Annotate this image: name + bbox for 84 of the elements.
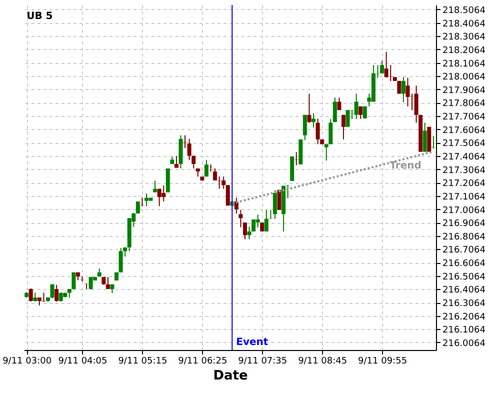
y-tick-label: 216.2064 (442, 312, 486, 322)
candlestick (401, 76, 406, 103)
y-tick-label: 217.2064 (442, 179, 486, 190)
candlestick (72, 272, 76, 290)
y-tick-label: 216.5064 (442, 272, 486, 282)
candlestick (422, 122, 427, 152)
x-tick-label: 9/11 03:00 (2, 356, 52, 366)
candlestick (157, 188, 162, 207)
y-tick-label: 218.3064 (442, 32, 486, 43)
candlestick (307, 93, 312, 124)
y-tick-label: 218.1064 (442, 59, 486, 70)
y-tick-label: 217.6064 (442, 126, 486, 136)
candlestick (286, 184, 290, 199)
y-tick-label: 217.5064 (442, 139, 486, 150)
x-tick-label: 9/11 07:35 (238, 356, 288, 366)
candlestick (54, 284, 59, 302)
candlestick (187, 138, 192, 160)
candlestick (166, 168, 170, 193)
candlestick (88, 276, 93, 290)
y-tick-label: 216.1064 (442, 326, 486, 336)
candlestick (380, 60, 384, 74)
y-tick-label: 216.4064 (442, 286, 486, 296)
candlestick (28, 288, 33, 302)
candlestick (58, 292, 63, 302)
y-tick-label: 217.4064 (442, 152, 486, 162)
candlestick (222, 176, 226, 190)
candlestick (42, 292, 46, 302)
y-tick-label: 217.9064 (442, 86, 486, 96)
y-tick-label: 216.9064 (442, 219, 486, 230)
text: UB 5 (26, 11, 53, 22)
candlestick (341, 114, 346, 140)
candlestick (162, 184, 166, 202)
candlestick (294, 152, 298, 166)
candlestick (431, 135, 436, 150)
candlestick (316, 118, 320, 145)
candlestick (234, 197, 238, 214)
candlestick (174, 156, 178, 168)
y-tick-label: 217.8064 (442, 99, 486, 110)
x-tick-label: 9/11 09:55 (358, 356, 408, 366)
candlestick (302, 114, 307, 141)
candlestick (358, 106, 363, 120)
annotation: Event (236, 337, 268, 348)
y-tick-label: 216.3064 (442, 299, 486, 310)
y-tick-label: 218.0064 (442, 72, 486, 83)
candlestick (118, 248, 123, 273)
candlestick (328, 118, 333, 145)
candlestick (50, 284, 54, 299)
candlestick (384, 51, 388, 78)
y-tick-label: 218.2064 (442, 46, 486, 56)
candlestick (153, 180, 158, 193)
candlestick (312, 112, 316, 128)
candlestick (226, 184, 230, 206)
y-tick-label: 217.7064 (442, 112, 486, 123)
y-tick-label: 216.6064 (442, 259, 486, 270)
candlestick (354, 93, 358, 120)
y-tick-label: 216.0064 (442, 338, 486, 349)
candlestick (84, 283, 89, 290)
x-tick-label: 9/11 08:45 (298, 356, 348, 366)
y-tick-label: 217.3064 (442, 166, 486, 176)
y-tick-label: 216.8064 (442, 232, 486, 242)
candlestick (242, 222, 247, 240)
candlestick (238, 210, 243, 228)
candlestick (106, 276, 110, 290)
y-tick-label: 217.0064 (442, 206, 486, 216)
x-axis-title: Date (213, 368, 248, 384)
x-tick-label: 9/11 05:15 (118, 356, 168, 366)
y-tick-label: 216.7064 (442, 246, 486, 256)
candlestick (256, 214, 260, 228)
candlestick (332, 97, 337, 123)
candlestick (213, 168, 218, 181)
candlestick (204, 159, 208, 178)
y-tick-label: 217.1064 (442, 192, 486, 202)
series-label: Trend (390, 160, 422, 172)
candlestick (272, 190, 277, 220)
x-tick-label: 9/11 06:25 (178, 356, 228, 366)
candlestick (406, 77, 410, 107)
candlestick (337, 97, 342, 111)
y-tick-label: 218.4064 (442, 19, 486, 30)
y-tick-label: 218.5064 (442, 6, 486, 16)
candlestick (264, 210, 268, 232)
x-tick-label: 9/11 04:05 (58, 356, 108, 366)
candlestick (268, 210, 273, 220)
candlestick (346, 110, 350, 128)
candlestick (324, 144, 328, 162)
